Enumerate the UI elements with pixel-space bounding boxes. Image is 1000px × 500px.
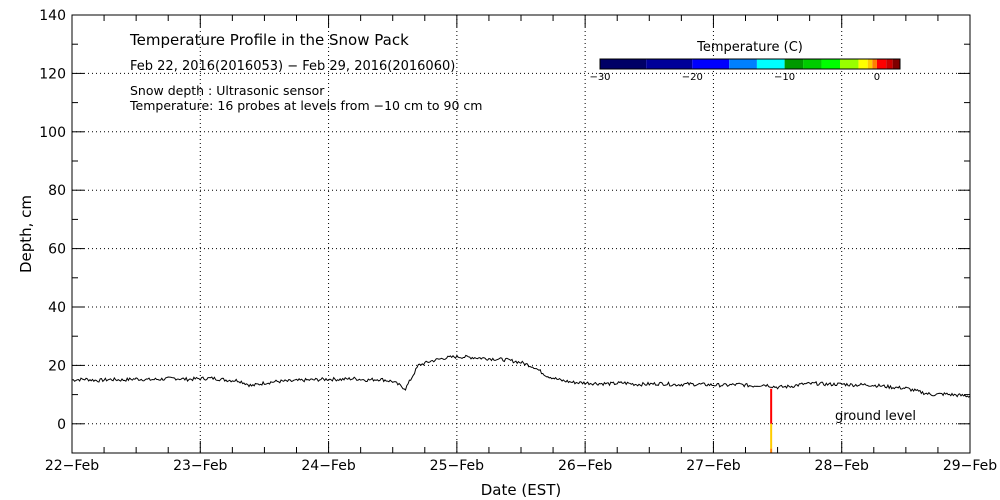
colorbar-segment (886, 59, 893, 69)
y-axis-label: Depth, cm (17, 195, 35, 273)
colorbar-segment (756, 59, 785, 69)
y-tick-label: 100 (39, 125, 66, 141)
x-tick-label: 29−Feb (943, 458, 997, 474)
colorbar-title: Temperature (C) (696, 40, 803, 55)
colorbar-segment (600, 59, 647, 69)
colorbar-tick-label: −10 (774, 72, 795, 83)
x-tick-label: 27−Feb (686, 458, 740, 474)
colorbar-tick-label: −30 (589, 72, 610, 83)
grid (72, 15, 970, 453)
x-tick-label: 24−Feb (301, 458, 355, 474)
colorbar-frame (599, 58, 901, 70)
y-tick-label: 40 (48, 300, 66, 316)
y-tick-label: 80 (48, 183, 66, 199)
colorbar-segment (867, 59, 873, 69)
colorbar-tick-label: −20 (682, 72, 703, 83)
x-tick-label: 22−Feb (45, 458, 99, 474)
plot-frame (71, 14, 971, 454)
colorbar-segment (876, 59, 887, 69)
x-tick-label: 23−Feb (173, 458, 227, 474)
y-tick-label: 20 (48, 358, 66, 374)
snow-depth-line (71, 354, 971, 398)
colorbar-segment (858, 59, 868, 69)
colorbar-segment (872, 59, 877, 69)
colorbar-segment (892, 59, 900, 69)
colorbar-segment (692, 59, 730, 69)
chart-subtitle: Feb 22, 2016(2016053) − Feb 29, 2016(201… (130, 59, 455, 74)
colorbar-tick-label: 0 (874, 72, 880, 83)
note-temperature: Temperature: 16 probes at levels from −1… (129, 98, 482, 113)
colorbar-segment (729, 59, 757, 69)
x-tick-label: 25−Feb (430, 458, 484, 474)
x-tick-label: 26−Feb (558, 458, 612, 474)
ground-level-label: ground level (835, 409, 916, 424)
chart-title: Temperature Profile in the Snow Pack (129, 31, 409, 49)
axis-ticks: 22−Feb 23−Feb 24−Feb 25−Feb 26−Feb 27−Feb 28−F… (39, 8, 997, 474)
y-tick-label: 60 (48, 242, 66, 258)
colorbar-segment (840, 59, 859, 69)
temperature-colorbar: Temperature (C) −30 −20 −10 0 (589, 40, 901, 83)
x-axis-label: Date (EST) (481, 481, 562, 499)
series (71, 354, 971, 453)
y-tick-label: 0 (57, 417, 66, 433)
colorbar-segment (646, 59, 693, 69)
y-tick-label: 120 (39, 66, 66, 82)
colorbar-segment (803, 59, 822, 69)
x-tick-label: 28−Feb (815, 458, 869, 474)
colorbar-segment (821, 59, 840, 69)
colorbar-segment (784, 59, 804, 69)
note-snow-depth: Snow depth : Ultrasonic sensor (130, 83, 325, 98)
y-tick-label: 140 (39, 8, 66, 24)
